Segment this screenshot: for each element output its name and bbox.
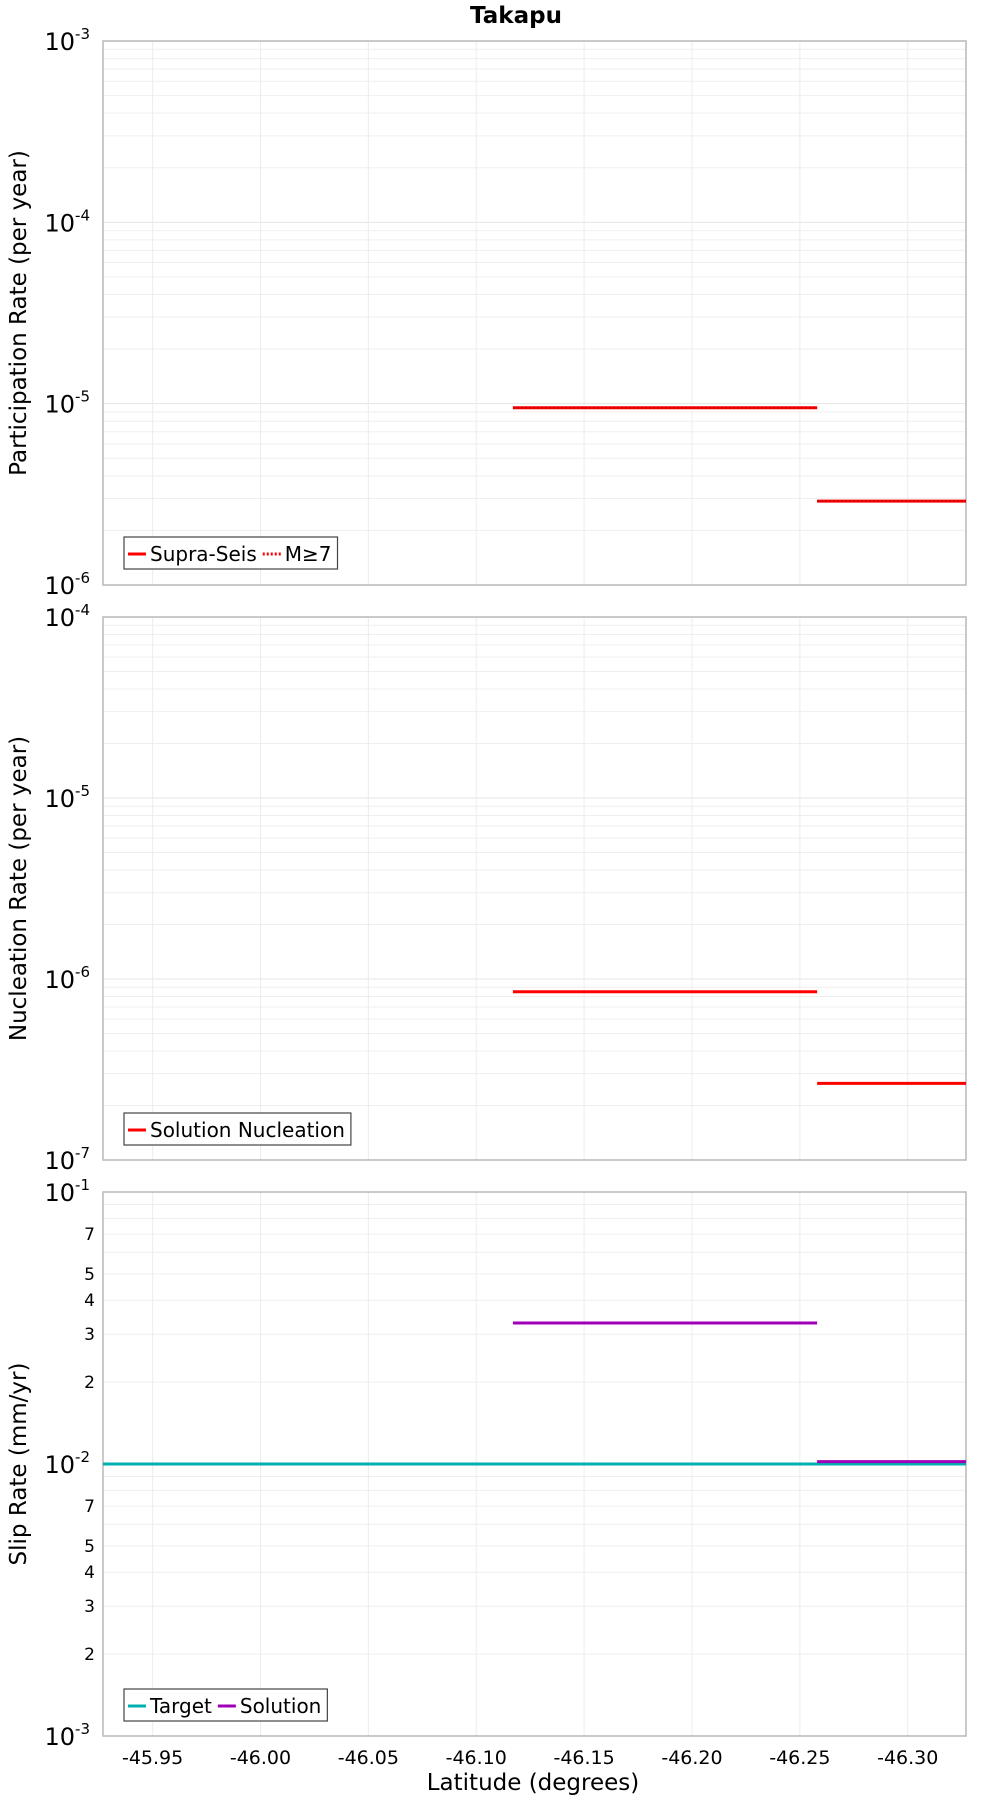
y-tick-label: 10-2	[44, 1448, 90, 1479]
legend: Supra-Seis M≥7	[123, 536, 339, 570]
x-tick-label: -46.25	[769, 1747, 830, 1769]
y-minor-tick-label: 5	[84, 1265, 95, 1285]
legend-label: Target	[149, 1694, 212, 1718]
panel-nucleation: 10-7 10-6 10-5 10-4 Nucleation Rate (per yea…	[6, 601, 967, 1175]
y-minor-tick-label: 2	[84, 1373, 95, 1393]
y-tick-label: 10-1	[44, 1176, 90, 1207]
y-axis-label: Slip Rate (mm/yr)	[6, 1363, 32, 1566]
y-tick-label: 10-3	[44, 1720, 90, 1751]
x-tick-label: -46.20	[661, 1747, 722, 1769]
plot-panels: 10-6 10-5 10-4 10-3 Participation Rate (per …	[6, 25, 967, 1769]
y-tick-label: 10-4	[44, 601, 90, 632]
panel-participation: 10-6 10-5 10-4 10-3 Participation Rate (per …	[6, 25, 967, 600]
y-tick-label: 10-5	[44, 782, 90, 813]
y-minor-tick-label: 4	[84, 1291, 95, 1311]
plot-frame	[102, 40, 967, 586]
y-minor-tick-label: 7	[84, 1225, 95, 1245]
x-tick-label: -46.10	[446, 1747, 507, 1769]
y-tick-label: 10-6	[44, 569, 90, 600]
x-axis-label: Latitude (degrees)	[427, 1770, 640, 1796]
y-axis-label: Nucleation Rate (per year)	[6, 736, 32, 1041]
y-minor-tick-label: 4	[84, 1563, 95, 1583]
legend-label: Solution	[240, 1694, 321, 1718]
plot-frame	[102, 616, 967, 1161]
y-minor-tick-label: 3	[84, 1597, 95, 1617]
y-tick-label: 10-5	[44, 388, 90, 419]
legend: Solution Nucleation	[123, 1112, 352, 1146]
y-axis-label: Participation Rate (per year)	[6, 150, 32, 476]
panel-slip: 10-3 10-2 10-1 2 3 4 5 7 2 3 4 5 7 Slip Rate (mm/yr) T…	[6, 1176, 967, 1751]
y-tick-label: 10-6	[44, 963, 90, 994]
y-minor-tick-label: 7	[84, 1497, 95, 1517]
x-tick-label: -45.95	[122, 1747, 183, 1769]
y-minor-tick-label: 2	[84, 1645, 95, 1665]
x-tick-label: -46.15	[553, 1747, 614, 1769]
y-tick-label: 10-4	[44, 206, 90, 237]
y-minor-tick-label: 3	[84, 1325, 95, 1345]
chart-title: Takapu	[470, 3, 562, 29]
legend-label: Solution Nucleation	[150, 1118, 345, 1142]
y-tick-label: 10-7	[44, 1144, 90, 1175]
y-minor-tick-label: 5	[84, 1537, 95, 1557]
legend-label: Supra-Seis	[150, 542, 257, 566]
x-tick-label: -46.05	[338, 1747, 399, 1769]
legend-label: M≥7	[285, 542, 332, 566]
y-tick-label: 10-3	[44, 25, 90, 56]
x-tick-label: -46.00	[230, 1747, 291, 1769]
legend-frame	[123, 1112, 352, 1146]
legend: Target Solution	[123, 1688, 328, 1722]
legend-frame	[123, 536, 339, 570]
x-tick-label: -46.30	[877, 1747, 938, 1769]
